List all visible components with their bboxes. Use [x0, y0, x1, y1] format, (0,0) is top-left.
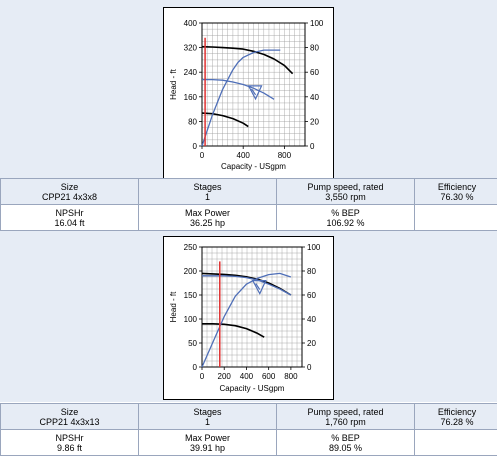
max-power-value: 36.25 hp: [139, 218, 276, 228]
size-label: Size: [1, 407, 138, 417]
efficiency-curve: [202, 50, 280, 146]
percent-bep-label: % BEP: [277, 433, 414, 443]
size-label: Size: [1, 182, 138, 192]
x-tick-label: 800: [284, 372, 298, 381]
y-tick-label: 160: [184, 93, 198, 102]
npshr-label: NPSHr: [1, 433, 138, 443]
percent-bep-label: % BEP: [277, 208, 414, 218]
y2-tick-label: 40: [310, 93, 319, 102]
y-tick-label: 200: [184, 267, 198, 276]
y-tick-label: 400: [184, 19, 198, 28]
y2-tick-label: 20: [310, 117, 319, 126]
y2-tick-label: 20: [307, 339, 316, 348]
y2-tick-label: 60: [307, 291, 316, 300]
pump-2-curve-chart: 0 50 100 150 200 250 0 20 40 60 80 100 0 200 400 600 800…: [163, 236, 334, 400]
pump-speed-label: Pump speed, rated: [277, 407, 414, 417]
x-tick-label: 400: [237, 151, 251, 160]
y-tick-label: 100: [184, 315, 198, 324]
empty-cell: [415, 430, 497, 456]
y-tick-label: 250: [184, 243, 198, 252]
percent-bep-value: 106.92 %: [277, 218, 414, 228]
x-tick-label: 0: [200, 151, 205, 160]
y2-tick-label: 100: [310, 19, 324, 28]
empty-cell: [415, 205, 497, 231]
x-axis-label: Capacity - USgpm: [220, 384, 285, 393]
efficiency-label: Efficiency: [415, 182, 497, 192]
y2-tick-label: 80: [310, 44, 319, 53]
y-tick-label: 0: [193, 142, 198, 151]
efficiency-value: 76.28 %: [415, 417, 497, 427]
stages-value: 1: [139, 192, 276, 202]
percent-bep-value: 89.05 %: [277, 443, 414, 453]
y-tick-label: 240: [184, 68, 198, 77]
stages-label: Stages: [139, 407, 276, 417]
stages-label: Stages: [139, 182, 276, 192]
x-tick-label: 0: [200, 372, 205, 381]
size-value: CPP21 4x3x13: [1, 417, 138, 427]
x-axis-label: Capacity - USgpm: [221, 162, 286, 171]
pump-speed-label: Pump speed, rated: [277, 182, 414, 192]
y-tick-label: 150: [184, 291, 198, 300]
max-power-label: Max Power: [139, 208, 276, 218]
npshr-value: 16.04 ft: [1, 218, 138, 228]
stages-value: 1: [139, 417, 276, 427]
y2-tick-label: 40: [307, 315, 316, 324]
max-power-value: 39.91 hp: [139, 443, 276, 453]
y-tick-label: 80: [188, 117, 197, 126]
max-power-label: Max Power: [139, 433, 276, 443]
efficiency-value: 76.30 %: [415, 192, 497, 202]
pump-speed-value: 1,760 rpm: [277, 417, 414, 427]
x-tick-label: 400: [240, 372, 254, 381]
y-tick-label: 320: [184, 44, 198, 53]
npshr-label: NPSHr: [1, 208, 138, 218]
pump-speed-value: 3,550 rpm: [277, 192, 414, 202]
y2-tick-label: 60: [310, 68, 319, 77]
efficiency-label: Efficiency: [415, 407, 497, 417]
y-axis-label: Head - ft: [169, 291, 178, 322]
y2-tick-label: 0: [307, 363, 312, 372]
efficiency-curve: [202, 276, 291, 295]
pump-1-curve-svg: 0 80 160 240 320 400 0 20 40 60 80 100 0 400 800 Capaci…: [164, 8, 333, 178]
x-tick-label: 800: [278, 151, 292, 160]
head-curve: [202, 324, 264, 337]
y-tick-label: 0: [193, 363, 198, 372]
y2-tick-label: 100: [307, 243, 321, 252]
y-tick-label: 50: [188, 339, 197, 348]
y2-tick-label: 0: [310, 142, 315, 151]
pump-1-curve-chart: 0 80 160 240 320 400 0 20 40 60 80 100 0 400 800 Capaci…: [163, 7, 334, 179]
y2-tick-label: 80: [307, 267, 316, 276]
pump-2-curve-svg: 0 50 100 150 200 250 0 20 40 60 80 100 0 200 400 600 800…: [164, 237, 333, 399]
x-tick-label: 600: [262, 372, 276, 381]
size-value: CPP21 4x3x8: [1, 192, 138, 202]
npshr-value: 9.86 ft: [1, 443, 138, 453]
x-tick-label: 200: [218, 372, 232, 381]
y-axis-label: Head - ft: [169, 68, 178, 99]
